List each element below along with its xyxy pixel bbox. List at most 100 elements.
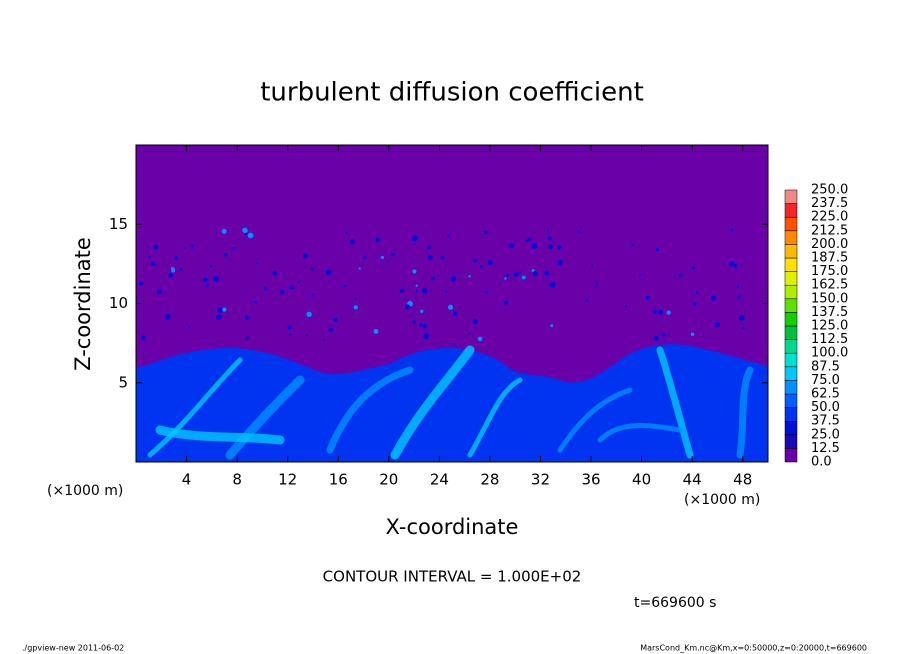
footer-right: MarsCond_Km.nc@Km,x=0:50000,z=0:20000,t=… bbox=[640, 644, 867, 653]
eddy bbox=[547, 229, 550, 232]
colorbar-band bbox=[784, 407, 798, 422]
eddy bbox=[289, 332, 293, 336]
eddy bbox=[658, 309, 663, 315]
colorbar-band bbox=[784, 448, 798, 463]
y-unit: (×1000 m) bbox=[47, 483, 123, 499]
eddy bbox=[509, 243, 514, 249]
eddy bbox=[343, 284, 347, 288]
eddy bbox=[426, 245, 431, 250]
colorbar-band bbox=[784, 434, 798, 449]
eddy bbox=[373, 328, 379, 334]
eddy bbox=[730, 228, 734, 232]
eddy bbox=[468, 275, 471, 278]
eddy bbox=[179, 267, 183, 271]
eddy bbox=[736, 285, 739, 288]
eddy bbox=[153, 244, 159, 250]
eddy bbox=[485, 291, 489, 294]
streak bbox=[467, 377, 523, 458]
streak bbox=[155, 425, 285, 445]
eddy bbox=[738, 314, 745, 321]
eddy bbox=[353, 305, 358, 310]
streak bbox=[147, 357, 243, 458]
eddy bbox=[305, 334, 308, 337]
eddy bbox=[444, 290, 448, 293]
y-axis-label: Z-coordinate bbox=[71, 237, 95, 371]
eddy bbox=[325, 269, 332, 276]
colorbar-label: 37.5 bbox=[811, 414, 840, 429]
eddy bbox=[187, 325, 191, 329]
colorbar-label: 150.0 bbox=[811, 291, 848, 306]
eddy bbox=[391, 252, 395, 257]
eddy bbox=[503, 300, 508, 305]
x-tick-label: 20 bbox=[379, 471, 398, 489]
y-tick-label: 10 bbox=[109, 294, 128, 312]
streak bbox=[597, 423, 683, 443]
colorbar-band bbox=[784, 230, 798, 245]
x-unit: (×1000 m) bbox=[684, 492, 760, 508]
eddy bbox=[289, 285, 295, 290]
colorbar-band bbox=[784, 216, 798, 232]
colorbar-label: 62.5 bbox=[811, 387, 840, 402]
colorbar-label: 125.0 bbox=[811, 319, 848, 334]
colorbar-label: 250.0 bbox=[811, 183, 848, 198]
eddy bbox=[333, 317, 338, 322]
x-tick-label: 28 bbox=[480, 471, 499, 489]
eddy bbox=[171, 267, 175, 271]
eddy bbox=[652, 309, 657, 314]
colorbar-band bbox=[784, 393, 798, 408]
eddy bbox=[484, 231, 488, 235]
x-axis-label: X-coordinate bbox=[386, 515, 519, 539]
eddy bbox=[244, 315, 249, 320]
eddy bbox=[141, 335, 146, 340]
eddy bbox=[412, 320, 416, 325]
eddy bbox=[678, 273, 683, 278]
colorbar-band bbox=[784, 312, 798, 327]
time-label: t=669600 s bbox=[634, 595, 716, 611]
colorbar-label: 237.5 bbox=[811, 196, 848, 211]
colorbar-band bbox=[784, 298, 798, 313]
eddy bbox=[557, 259, 563, 266]
x-tick-label: 24 bbox=[430, 471, 449, 489]
colorbar-label: 100.0 bbox=[811, 346, 848, 361]
eddy bbox=[710, 295, 716, 301]
eddy bbox=[527, 237, 531, 242]
x-tick-label: 12 bbox=[278, 471, 297, 489]
eddy bbox=[306, 311, 312, 318]
colorbar-band bbox=[784, 366, 798, 381]
eddy bbox=[205, 282, 210, 287]
colorbar-label: 25.0 bbox=[811, 427, 840, 442]
eddy bbox=[242, 227, 248, 234]
eddy bbox=[150, 261, 156, 267]
eddy bbox=[253, 300, 257, 304]
eddy bbox=[423, 333, 429, 340]
chart-title: turbulent diffusion coefficient bbox=[260, 78, 644, 108]
field bbox=[136, 145, 768, 462]
eddy bbox=[358, 267, 361, 270]
eddy bbox=[693, 302, 697, 306]
eddy bbox=[521, 275, 526, 280]
eddy bbox=[479, 265, 483, 268]
colorbar-label: 0.0 bbox=[811, 455, 832, 470]
eddy bbox=[263, 286, 268, 290]
eddy bbox=[209, 264, 213, 268]
eddy bbox=[231, 246, 235, 250]
eddy bbox=[446, 234, 450, 238]
eddy bbox=[311, 293, 315, 296]
eddy bbox=[202, 277, 208, 283]
eddy bbox=[245, 336, 249, 341]
eddy bbox=[452, 311, 458, 316]
colorbar-label: 225.0 bbox=[811, 210, 848, 225]
colorbar-band bbox=[784, 339, 798, 354]
eddy bbox=[487, 259, 493, 266]
eddy bbox=[595, 282, 599, 286]
eddy bbox=[504, 277, 507, 280]
eddy bbox=[221, 228, 227, 234]
x-tick-label: 32 bbox=[531, 471, 550, 489]
eddy bbox=[653, 335, 659, 341]
colorbar-band bbox=[784, 203, 798, 218]
eddy bbox=[311, 267, 315, 271]
eddy bbox=[590, 264, 593, 267]
streak bbox=[656, 346, 694, 459]
eddy bbox=[547, 236, 552, 241]
